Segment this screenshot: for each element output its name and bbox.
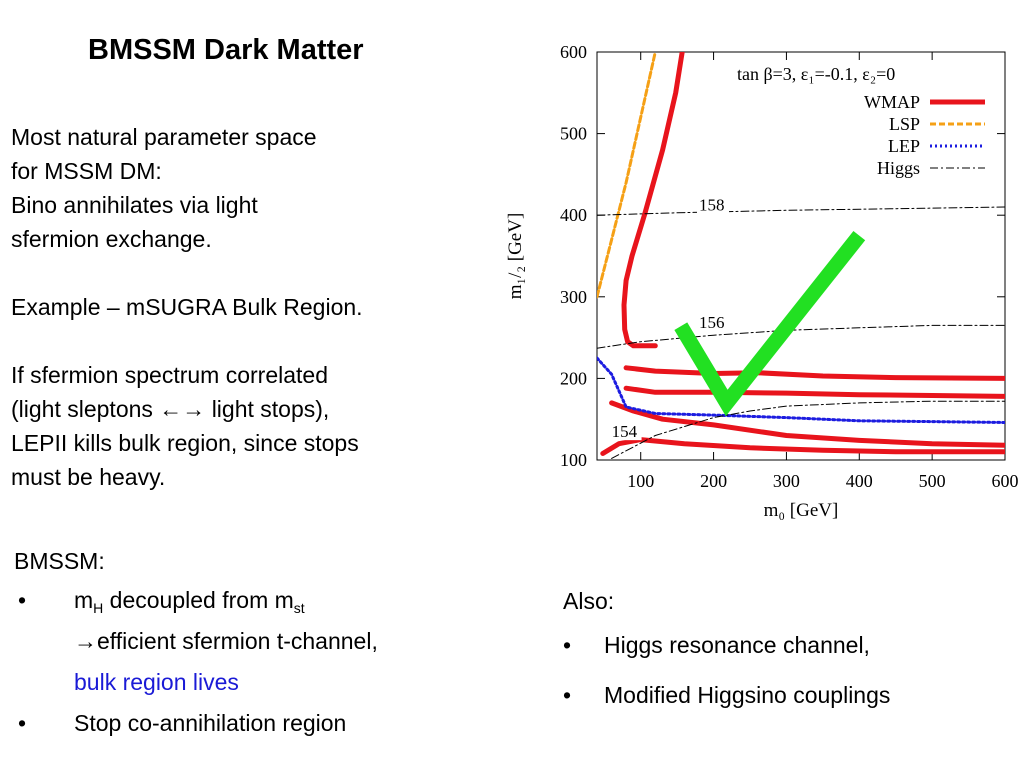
bmssm-section: BMSSM: • mH decoupled from mst →efficien… [14, 542, 378, 744]
bmssm-item-text: →efficient sfermion t-channel, [74, 628, 378, 654]
y-tick-label: 600 [560, 42, 587, 62]
also-section: Also: • Higgs resonance channel, • Modif… [563, 582, 890, 720]
bullet-icon: • [18, 710, 27, 736]
also-item-text: Modified Higgsino couplings [604, 682, 891, 708]
intro-text: Most natural parameter space for MSSM DM… [11, 120, 363, 494]
slide-title: BMSSM Dark Matter [88, 34, 364, 66]
also-heading: Also: [563, 588, 615, 614]
series-line-lep [597, 356, 1005, 424]
series-line-wmap [623, 385, 1005, 399]
series-line-wmap [609, 400, 1005, 448]
legend-label: LEP [888, 136, 920, 156]
contour-label: 156 [699, 313, 725, 332]
contour-label-bg [697, 195, 729, 214]
intro-line: Most natural parameter space [11, 124, 317, 150]
intro-line: If sfermion spectrum correlated [11, 362, 329, 388]
legend-label: WMAP [864, 92, 920, 112]
bmssm-highlight-text: bulk region lives [74, 669, 239, 695]
series-line-higgs [597, 324, 1005, 349]
bmssm-item: • Stop co-annihilation region [14, 703, 346, 744]
bmssm-item-continuation: bulk region lives [14, 662, 239, 703]
also-item: • Higgs resonance channel, [563, 620, 870, 670]
contour-label: 158 [699, 195, 725, 214]
y-tick-label: 500 [560, 124, 587, 144]
legend-label: LSP [889, 114, 920, 134]
y-tick-label: 100 [560, 450, 587, 470]
series-line-lsp [597, 52, 657, 299]
y-axis-label: m₁/₂ [GeV] [505, 213, 526, 300]
checkmark-icon [674, 230, 866, 417]
plot-frame [596, 51, 1006, 461]
series-line-higgs [611, 400, 1005, 459]
intro-line: LEPII kills bulk region, since stops [11, 430, 359, 456]
x-tick-label: 200 [700, 471, 727, 491]
intro-line: Example – mSUGRA Bulk Region. [11, 294, 363, 320]
y-tick-label: 300 [560, 287, 587, 307]
intro-line: sfermion exchange. [11, 226, 212, 252]
legend-annotation: tan β=3, ε₁=-0.1, ε₂=0 [737, 64, 895, 84]
x-tick-label: 500 [919, 471, 946, 491]
bmssm-heading: BMSSM: [14, 548, 105, 574]
plot-series-group [597, 52, 1005, 459]
x-axis-label: m₀ [GeV] [764, 500, 839, 521]
series-line-wmap [623, 365, 1005, 381]
y-tick-label: 200 [560, 368, 587, 388]
x-tick-label: 600 [992, 471, 1019, 491]
intro-line: Bino annihilates via light [11, 192, 258, 218]
series-line-wmap [600, 437, 1005, 456]
x-tick-label: 400 [846, 471, 873, 491]
intro-line: must be heavy. [11, 464, 166, 490]
bmssm-item-continuation: →efficient sfermion t-channel, [14, 621, 378, 662]
contour-label-bg [609, 422, 642, 441]
series-line-higgs [597, 206, 1005, 216]
also-item: • Modified Higgsino couplings [563, 670, 890, 720]
x-tick-label: 100 [627, 471, 654, 491]
bmssm-item: • mH decoupled from mst [14, 580, 305, 621]
y-tick-label: 400 [560, 205, 587, 225]
legend-label: Higgs [877, 158, 920, 178]
series-line-wmap [621, 52, 685, 349]
contour-label-bg [697, 312, 729, 331]
intro-line: (light sleptons ←→ light stops), [11, 396, 330, 422]
contour-label: 154 [612, 422, 638, 441]
intro-line: for MSSM DM: [11, 158, 162, 184]
bullet-icon: • [563, 632, 572, 658]
also-item-text: Higgs resonance channel, [604, 632, 870, 658]
bmssm-item-text: Stop co-annihilation region [74, 710, 347, 736]
bmssm-item-text: mH decoupled from mst [74, 587, 305, 616]
x-tick-label: 300 [773, 471, 800, 491]
bullet-icon: • [18, 587, 27, 613]
bullet-icon: • [563, 682, 572, 708]
